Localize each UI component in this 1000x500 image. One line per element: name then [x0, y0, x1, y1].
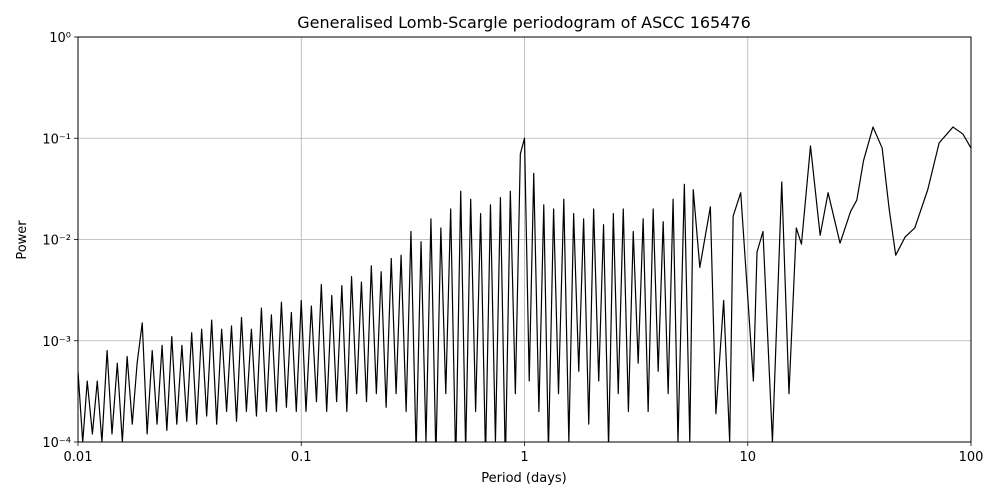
y-tick-label: 10⁻³ — [42, 335, 71, 350]
y-tick-label: 10⁻⁴ — [42, 436, 71, 451]
series-line — [78, 126, 971, 442]
plot-area: 0.01 0.1 1 10 100 10⁻⁴ 10⁻³ 10⁻² 10⁻¹ 10⁰ — [42, 31, 983, 465]
x-tick-label: 100 — [959, 450, 984, 465]
chart-title: Generalised Lomb-Scargle periodogram of … — [297, 13, 751, 32]
y-axis-label: Power — [15, 220, 30, 260]
y-tick-label: 10⁻¹ — [42, 132, 71, 147]
x-tick-label: 0.01 — [64, 450, 93, 465]
x-tick-label: 1 — [520, 450, 528, 465]
x-axis-label: Period (days) — [481, 471, 567, 486]
x-tick-label: 10 — [739, 450, 756, 465]
y-tick-label: 10⁻² — [42, 234, 71, 249]
x-tick-label: 0.1 — [291, 450, 312, 465]
plot-frame — [77, 36, 972, 443]
y-tick-label: 10⁰ — [49, 31, 71, 46]
